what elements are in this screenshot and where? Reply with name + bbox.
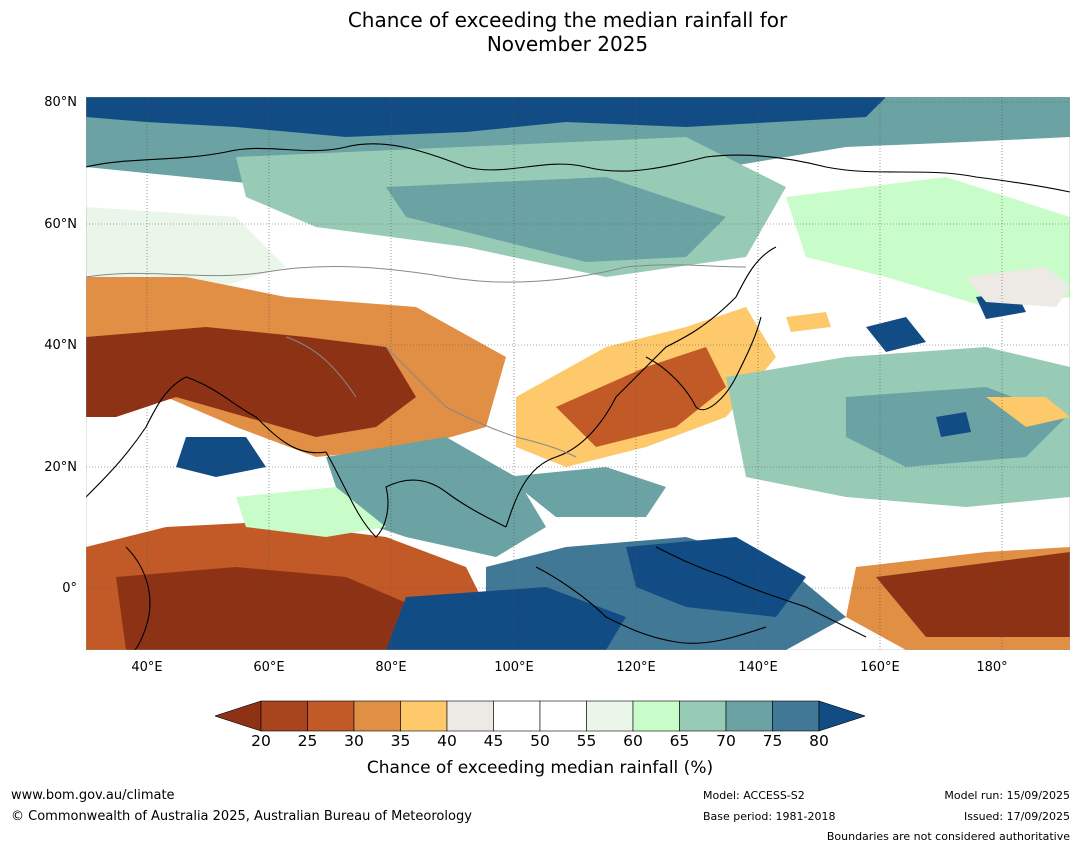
map-borders: [86, 264, 747, 458]
footer-website: www.bom.gov.au/climate: [11, 788, 175, 803]
lat-label-80n: 80°N: [44, 95, 77, 110]
map-coastlines: [86, 143, 1070, 650]
region-south-china-sea-wet: [506, 467, 666, 517]
colorbar-cell: [679, 700, 727, 732]
colorbar-tick-label: 25: [297, 732, 318, 750]
lon-label-60e: 60°E: [253, 660, 285, 675]
colorbar-cell: [307, 700, 355, 732]
colorbar-high-extension: [818, 700, 865, 732]
lat-label-0: 0°: [62, 581, 77, 596]
lat-label-60n: 60°N: [44, 217, 77, 232]
lat-label-40n: 40°N: [44, 338, 77, 353]
colorbar-cells: [260, 700, 820, 732]
region-pacific-pale-dry: [966, 267, 1070, 307]
region-pacific-blue-spots: [866, 292, 1026, 437]
lon-label-100e: 100°E: [494, 660, 534, 675]
colorbar-tick-label: 70: [716, 732, 736, 750]
region-central-asia-very-dry: [86, 327, 416, 437]
region-tropics-pale-green: [236, 487, 386, 537]
colorbar-cell: [772, 700, 820, 732]
colorbar-tick-label: 50: [530, 732, 550, 750]
map-title-line2: November 2025: [486, 32, 649, 56]
colorbar-tick-label: 35: [390, 732, 411, 750]
colorbar-low-extension: [215, 700, 262, 732]
colorbar-cell: [586, 700, 634, 732]
colorbar-tick-label: 80: [809, 732, 829, 750]
colorbar-cell: [539, 700, 587, 732]
region-siberia-wetter: [386, 177, 726, 262]
colorbar-tick-label: 40: [437, 732, 457, 750]
footer-model-run: Model run: 15/09/2025: [944, 789, 1070, 802]
footer-base-period: Base period: 1981-2018: [703, 810, 836, 823]
map-title-line1: Chance of exceeding the median rainfall …: [347, 8, 788, 32]
colorbar-tick-label: 65: [669, 732, 690, 750]
region-maritime-very-wet: [386, 587, 626, 650]
colorbar-cell: [353, 700, 401, 732]
colorbar-tick-label: 55: [576, 732, 597, 750]
colorbar-label: Chance of exceeding median rainfall (%): [366, 758, 714, 778]
colorbar-tick-label: 45: [483, 732, 504, 750]
lon-label-180: 180°: [976, 660, 1008, 675]
map-title: Chance of exceeding the median rainfall …: [0, 8, 1081, 56]
region-pacific-orange-spots: [786, 312, 1070, 427]
lon-label-140e: 140°E: [738, 660, 778, 675]
footer-issued: Issued: 17/09/2025: [963, 810, 1070, 823]
map-graticule: [86, 97, 1070, 650]
colorbar-cell: [446, 700, 494, 732]
colorbar-tick-label: 75: [762, 732, 783, 750]
rainfall-probability-map: [86, 97, 1070, 650]
colorbar-tick-label: 20: [251, 732, 271, 750]
lon-label-80e: 80°E: [375, 660, 407, 675]
lon-label-120e: 120°E: [616, 660, 656, 675]
colorbar-cell: [493, 700, 541, 732]
region-new-guinea-very-wet: [626, 537, 806, 617]
colorbar-cell: [260, 700, 308, 732]
colorbar-tick-label: 60: [623, 732, 643, 750]
lon-label-40e: 40°E: [131, 660, 163, 675]
region-east-asia-drier: [556, 347, 726, 447]
region-pacific-very-dry: [876, 552, 1070, 637]
lon-label-160e: 160°E: [860, 660, 900, 675]
colorbar-tick-label: 30: [344, 732, 364, 750]
colorbar-cell: [400, 700, 448, 732]
colorbar-cell: [632, 700, 680, 732]
lat-label-20n: 20°N: [44, 460, 77, 475]
footer-disclaimer: Boundaries are not considered authoritat…: [826, 830, 1070, 843]
footer-copyright: © Commonwealth of Australia 2025, Austra…: [11, 809, 472, 824]
colorbar: [215, 700, 865, 732]
region-north-light-green: [86, 207, 286, 297]
footer-model: Model: ACCESS-S2: [703, 789, 805, 802]
colorbar-cell: [725, 700, 773, 732]
region-arctic-very-wet: [86, 97, 886, 137]
region-india-very-wet: [176, 437, 266, 477]
